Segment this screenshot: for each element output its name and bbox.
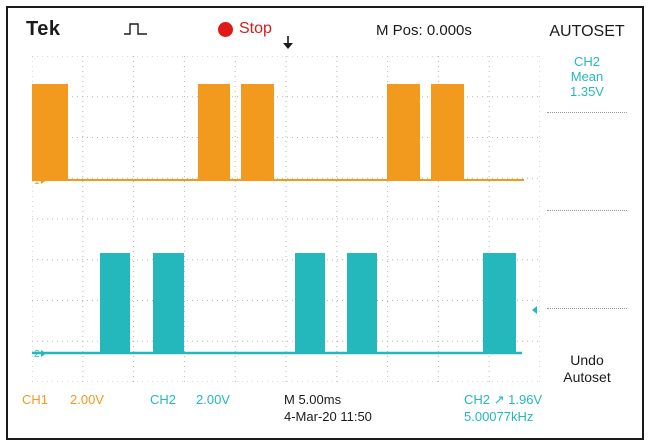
side-menu-title: AUTOSET — [549, 23, 625, 40]
horizontal-position: M Pos: 0.000s — [376, 22, 472, 39]
undo-autoset-line2: Autoset — [563, 369, 611, 385]
trigger-readout: CH2 ↗ 1.96V — [464, 392, 543, 407]
ch1-scale: 2.00V — [70, 392, 104, 407]
date-time: 4-Mar-20 11:50 — [284, 409, 372, 424]
status-bar: Tek Stop M Pos: 0.000s — [8, 8, 642, 49]
menu-divider — [547, 112, 627, 113]
ch1-ground-arrow-icon — [41, 177, 46, 184]
run-stop-indicator: Stop — [218, 20, 272, 38]
trigger-level-arrow-icon — [532, 306, 537, 314]
trigger-frequency: 5.00077kHz — [464, 409, 534, 424]
pulse-trigger-icon — [124, 23, 147, 35]
ch1-waveform — [32, 84, 524, 181]
timebase: M 5.00ms — [284, 392, 342, 407]
undo-autoset-line1: Undo — [570, 352, 604, 368]
run-state-label: Stop — [239, 20, 272, 37]
stop-icon — [218, 21, 233, 37]
ch2-ground-marker: 2 — [34, 349, 40, 360]
menu-divider — [547, 210, 627, 211]
undo-autoset-button[interactable]: Undo Autoset — [543, 352, 631, 386]
side-menu: AUTOSET CH2 Mean 1.35V Undo Autoset — [543, 20, 631, 396]
ch2-waveform — [32, 253, 522, 355]
waveform-screen: 1 2 — [32, 56, 540, 382]
ch1-ground-marker: 1 — [34, 176, 40, 187]
measurement-value: 1.35V — [570, 84, 604, 99]
oscilloscope-display: Tek Stop M Pos: 0.000s 1 2 AUTOSET — [6, 6, 644, 440]
ch2-scale: 2.00V — [196, 392, 230, 407]
brand-logo: Tek — [26, 18, 61, 40]
measurement-type: Mean — [570, 69, 604, 84]
ch2-ground-arrow-icon — [41, 350, 46, 357]
ch1-label: CH1 — [22, 392, 49, 407]
measurement-channel: CH2 — [573, 54, 600, 69]
trigger-position-arrow-icon — [283, 36, 293, 49]
ch2-label: CH2 — [150, 392, 177, 407]
readout-bar: CH1 2.00V CH2 2.00V M 5.00ms 4-Mar-20 11… — [8, 388, 642, 438]
menu-divider — [547, 308, 627, 309]
measurement-readout: CH2 Mean 1.35V — [543, 54, 631, 99]
